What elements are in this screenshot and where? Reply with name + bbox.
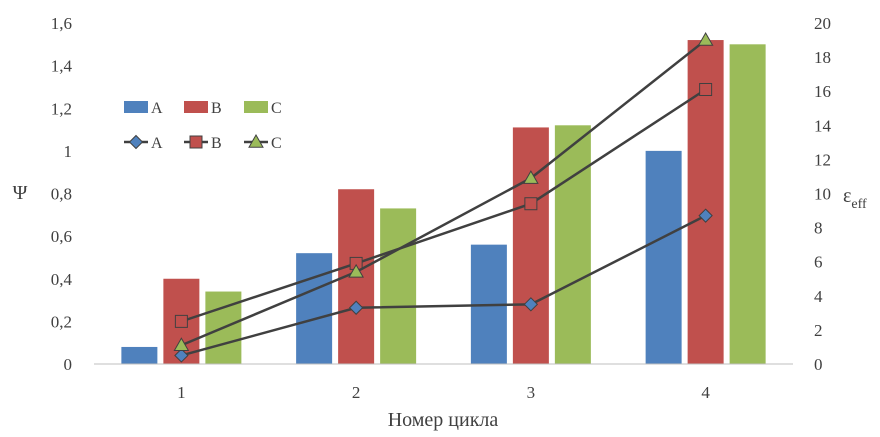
marker-c-cycle-2 [348, 263, 364, 278]
x-tick-label: 1 [177, 383, 186, 402]
marker-c-cycle-3 [523, 170, 539, 184]
marker-c-cycle-1 [173, 337, 190, 351]
y2-tick-label: 18 [814, 48, 831, 67]
y-tick-label: 1 [64, 142, 73, 161]
marker-a-cycle-4 [698, 208, 713, 223]
y2-tick-label: 20 [814, 14, 831, 33]
legend-label-line-a: A [151, 135, 163, 152]
marker-b-cycle-3 [524, 197, 538, 211]
bar-c-cycle-4 [729, 44, 766, 364]
y-axis-label: Ψ [13, 182, 28, 204]
x-tick-label: 4 [701, 383, 710, 402]
bar-c-cycle-3 [554, 125, 591, 364]
marker-a-cycle-2 [348, 300, 364, 315]
lines-layer [173, 32, 714, 363]
marker-b-cycle-4 [699, 82, 713, 96]
y2-tick-label: 2 [814, 321, 823, 340]
y-tick-label: 1,2 [51, 99, 72, 118]
y-tick-label: 0,8 [51, 185, 72, 204]
x-axis-label: Номер цикла [388, 409, 499, 431]
line-c [180, 39, 707, 347]
legend-swatch-bar-b [184, 101, 208, 113]
y-tick-label: 0,2 [51, 312, 72, 331]
legend-swatch-bar-c [244, 101, 268, 113]
legend-label-bar-a: A [151, 100, 163, 117]
y2-tick-label: 10 [814, 185, 831, 204]
y2-axis-label-main: ε [843, 185, 851, 207]
y2-tick-label: 14 [814, 116, 832, 135]
legend-label-line-b: B [211, 135, 222, 152]
legend-label-bar-c: C [271, 100, 282, 117]
legend-swatch-bar-a [124, 101, 148, 113]
y2-tick-label: 12 [814, 150, 831, 169]
y-tick-label: 1,6 [51, 14, 72, 33]
legend-label-line-c: C [271, 135, 282, 152]
y-tick-label: 1,4 [51, 57, 73, 76]
x-tick-label: 3 [527, 383, 536, 402]
marker-b-cycle-1 [174, 314, 188, 328]
bars-layer [121, 40, 766, 365]
y2-tick-label: 16 [814, 82, 831, 101]
y-tick-label: 0 [64, 355, 73, 374]
marker-a-cycle-1 [174, 348, 189, 363]
y2-tick-label: 0 [814, 355, 823, 374]
y2-axis-label-sub: eff [851, 197, 867, 212]
y2-tick-label: 6 [814, 253, 823, 272]
legend-marker-b [189, 135, 203, 149]
line-a [181, 214, 707, 357]
legend-marker-c [248, 133, 264, 148]
legend-label-bar-b: B [211, 100, 222, 117]
bar-a-cycle-1 [121, 346, 158, 364]
y-tick-label: 0,4 [51, 270, 73, 289]
marker-a-cycle-3 [523, 297, 539, 312]
line-b [180, 88, 707, 323]
y2-axis-label: εeff [843, 185, 867, 212]
legend: A B C A B C [124, 100, 282, 152]
ticks-layer: 00,20,40,60,811,21,41,602468101214161820… [51, 14, 832, 402]
y2-tick-label: 8 [814, 219, 823, 238]
bar-a-cycle-4 [645, 150, 682, 364]
x-tick-label: 2 [352, 383, 361, 402]
bar-a-cycle-2 [296, 253, 333, 364]
y-tick-label: 0,6 [51, 227, 72, 246]
bar-b-cycle-3 [512, 127, 549, 365]
legend-marker-a [128, 134, 144, 150]
marker-c-cycle-4 [697, 32, 714, 46]
y2-tick-label: 4 [814, 287, 823, 306]
bar-c-cycle-2 [380, 208, 417, 364]
